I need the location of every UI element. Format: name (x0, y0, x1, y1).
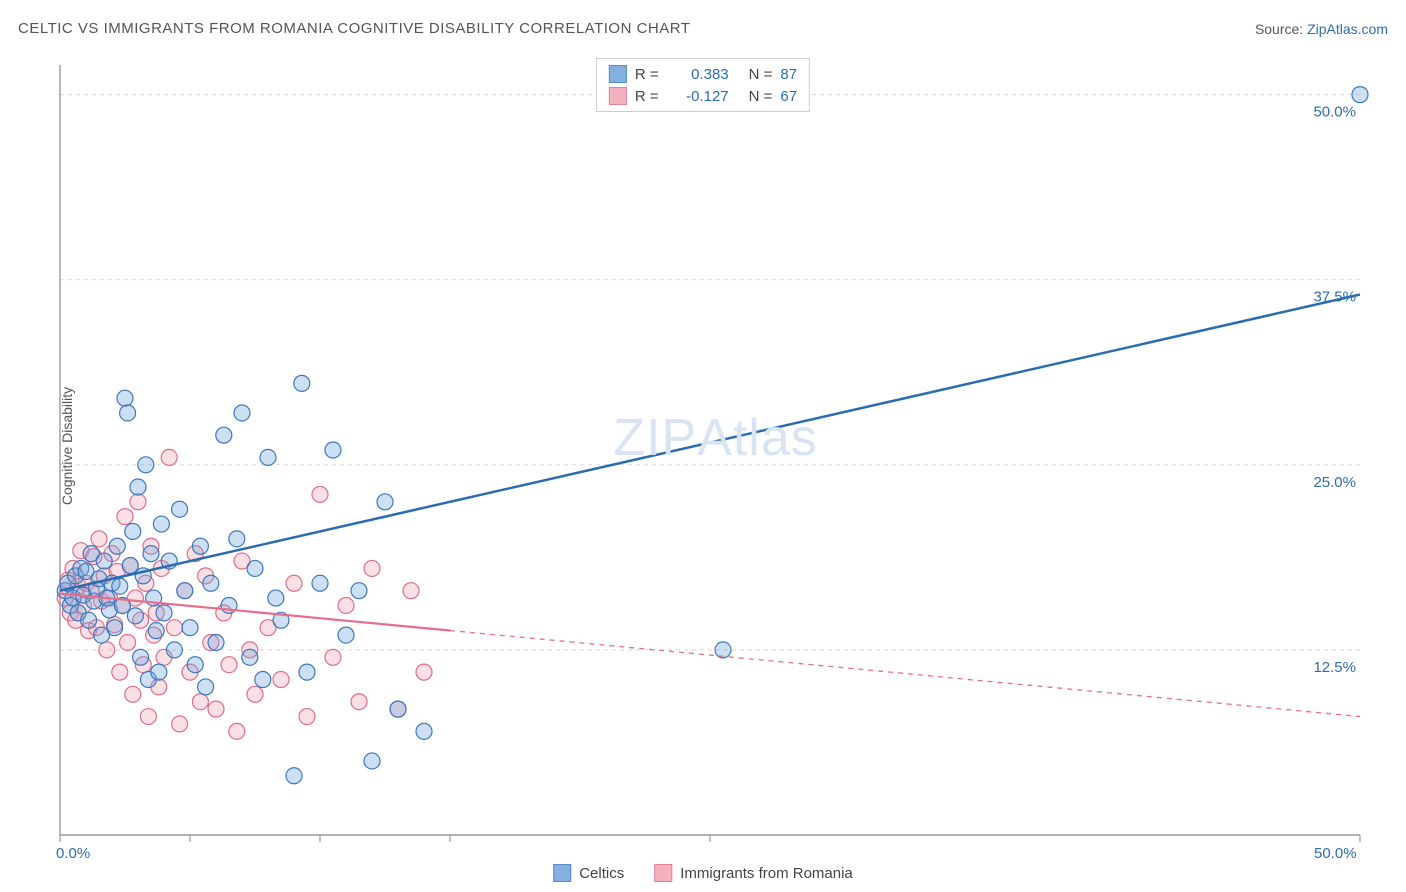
r-value-romania: -0.127 (669, 88, 729, 105)
r-label: R = (635, 88, 659, 105)
source-prefix: Source: (1255, 21, 1307, 37)
x-max-label: 50.0% (1314, 845, 1357, 862)
svg-text:25.0%: 25.0% (1313, 474, 1356, 491)
correlation-legend: R = 0.383 N = 87 R = -0.127 N = 67 (596, 58, 810, 112)
source-attribution: Source: ZipAtlas.com (1255, 21, 1388, 37)
legend-item-romania: Immigrants from Romania (654, 864, 853, 882)
chart-header: CELTIC VS IMMIGRANTS FROM ROMANIA COGNIT… (18, 20, 1388, 37)
r-label: R = (635, 66, 659, 83)
legend-item-celtics: Celtics (553, 864, 624, 882)
n-value-romania: 67 (780, 88, 797, 105)
swatch-celtics (553, 864, 571, 882)
legend-row-romania: R = -0.127 N = 67 (597, 85, 809, 107)
svg-text:50.0%: 50.0% (1313, 104, 1356, 121)
chart-area: 12.5%25.0%37.5%50.0% ZIPAtlas (45, 55, 1386, 852)
scatter-chart: 12.5%25.0%37.5%50.0% (45, 55, 1386, 852)
legend-label-celtics: Celtics (579, 865, 624, 882)
svg-text:12.5%: 12.5% (1313, 659, 1356, 676)
legend-row-celtics: R = 0.383 N = 87 (597, 63, 809, 85)
source-link[interactable]: ZipAtlas.com (1307, 21, 1388, 37)
swatch-romania (609, 87, 627, 105)
series-legend: Celtics Immigrants from Romania (553, 864, 853, 882)
legend-label-romania: Immigrants from Romania (680, 865, 853, 882)
n-value-celtics: 87 (780, 66, 797, 83)
n-label: N = (749, 88, 773, 105)
r-value-celtics: 0.383 (669, 66, 729, 83)
chart-title: CELTIC VS IMMIGRANTS FROM ROMANIA COGNIT… (18, 20, 690, 37)
swatch-romania (654, 864, 672, 882)
origin-label: 0.0% (56, 845, 90, 862)
swatch-celtics (609, 65, 627, 83)
n-label: N = (749, 66, 773, 83)
